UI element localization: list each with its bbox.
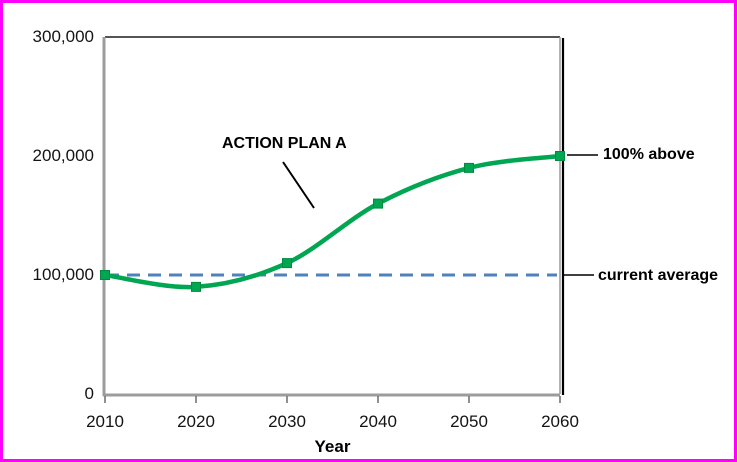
- current-average-annotation: current average: [598, 267, 719, 284]
- x-axis-title: Year: [314, 437, 351, 456]
- data-point-marker: [373, 198, 383, 209]
- y-tick-label: 200,000: [32, 146, 94, 165]
- x-tick-label: 2010: [86, 412, 124, 431]
- action-plan-leader-line: [282, 161, 315, 209]
- x-tick-label: 2060: [541, 412, 579, 431]
- x-tick-label: 2030: [268, 412, 306, 431]
- above-annotation: 100% above: [603, 146, 695, 163]
- series-layer: [100, 151, 565, 292]
- annotation-leader-lines: [282, 154, 598, 276]
- series-line: [102, 153, 563, 290]
- x-tick-label: 2040: [359, 412, 397, 431]
- data-point-marker: [191, 281, 201, 292]
- data-point-marker: [282, 258, 292, 269]
- y-tick-label: 0: [84, 384, 94, 403]
- data-point-marker: [555, 151, 565, 161]
- axes-layer: [102, 36, 565, 403]
- x-tick-label: 2050: [450, 412, 488, 431]
- y-tick-label: 100,000: [32, 265, 94, 284]
- action-plan-annotation: ACTION PLAN A: [222, 135, 347, 152]
- y-tick-label: 300,000: [32, 27, 94, 46]
- data-point-marker: [100, 270, 110, 280]
- x-tick-label: 2020: [177, 412, 215, 431]
- data-point-marker: [464, 162, 474, 173]
